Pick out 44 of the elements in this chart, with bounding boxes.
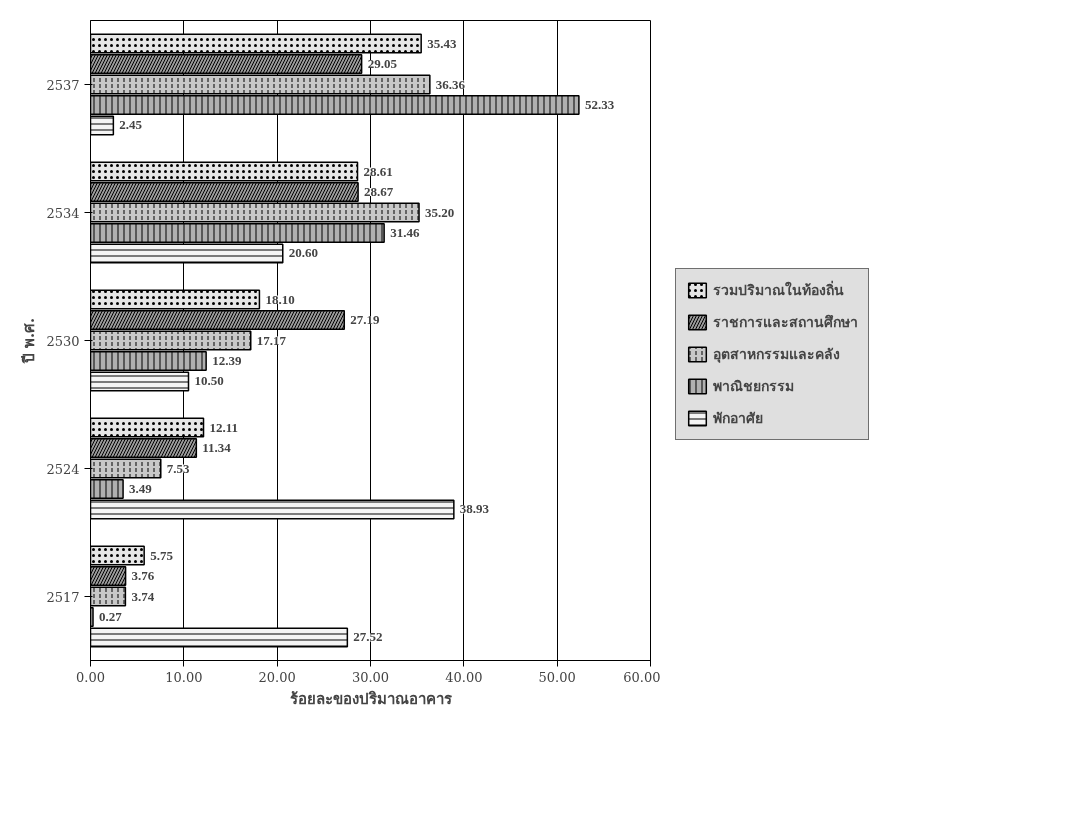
y-tick-label: 2517 xyxy=(46,589,80,605)
data-label: 29.05 xyxy=(367,56,398,72)
data-label: 2.45 xyxy=(119,117,143,133)
data-label: 27.52 xyxy=(353,629,383,645)
x-tick-label: 30.00 xyxy=(351,669,390,685)
data-label: 31.46 xyxy=(390,224,420,240)
data-label: 3.74 xyxy=(131,588,155,604)
y-axis-title: ปี พ.ศ. xyxy=(20,317,39,365)
data-label: 10.50 xyxy=(194,373,224,389)
legend-label: พาณิชยกรรม xyxy=(713,377,794,396)
data-label: 38.93 xyxy=(459,501,490,517)
legend-label: อุตสาหกรรมและคลัง xyxy=(713,345,840,365)
legend-label: ราชการและสถานศึกษา xyxy=(713,313,858,332)
x-tick-label: 20.00 xyxy=(258,669,296,685)
y-tick-label: 2524 xyxy=(46,461,80,477)
data-label: 36.36 xyxy=(435,76,466,92)
data-label: 35.20 xyxy=(425,204,455,220)
x-tick-label: 60.00 xyxy=(623,669,661,685)
data-label: 11.34 xyxy=(202,440,232,456)
data-label: 35.43 xyxy=(427,35,457,51)
x-tick-label: 0.00 xyxy=(76,669,105,685)
x-axis-title: ร้อยละของปริมาณอาคาร xyxy=(289,689,453,708)
y-tick-label: 2534 xyxy=(46,205,80,221)
x-tick-label: 40.00 xyxy=(445,669,483,685)
data-label: 27.19 xyxy=(350,312,381,328)
legend-label: พักอาศัย xyxy=(713,409,763,428)
data-label: 52.33 xyxy=(584,96,615,112)
data-label: 5.75 xyxy=(150,547,174,563)
data-label: 3.49 xyxy=(129,480,153,496)
data-label: 3.76 xyxy=(131,568,155,584)
data-label: 28.61 xyxy=(363,163,393,179)
data-label: 12.11 xyxy=(209,419,239,435)
x-tick-label: 50.00 xyxy=(538,669,576,685)
y-tick-label: 2537 xyxy=(46,77,80,93)
data-label: 28.67 xyxy=(364,184,394,200)
data-label: 0.27 xyxy=(99,608,123,624)
y-tick-label: 2530 xyxy=(46,333,80,349)
data-label: 20.60 xyxy=(288,245,319,261)
data-label: 17.17 xyxy=(256,332,287,348)
legend-label: รวมปริมาณในท้องถิ่น xyxy=(713,279,844,300)
data-label: 12.39 xyxy=(212,352,242,368)
x-tick-label: 10.00 xyxy=(165,669,203,685)
data-label: 18.10 xyxy=(265,291,295,307)
data-label: 7.53 xyxy=(166,460,191,476)
